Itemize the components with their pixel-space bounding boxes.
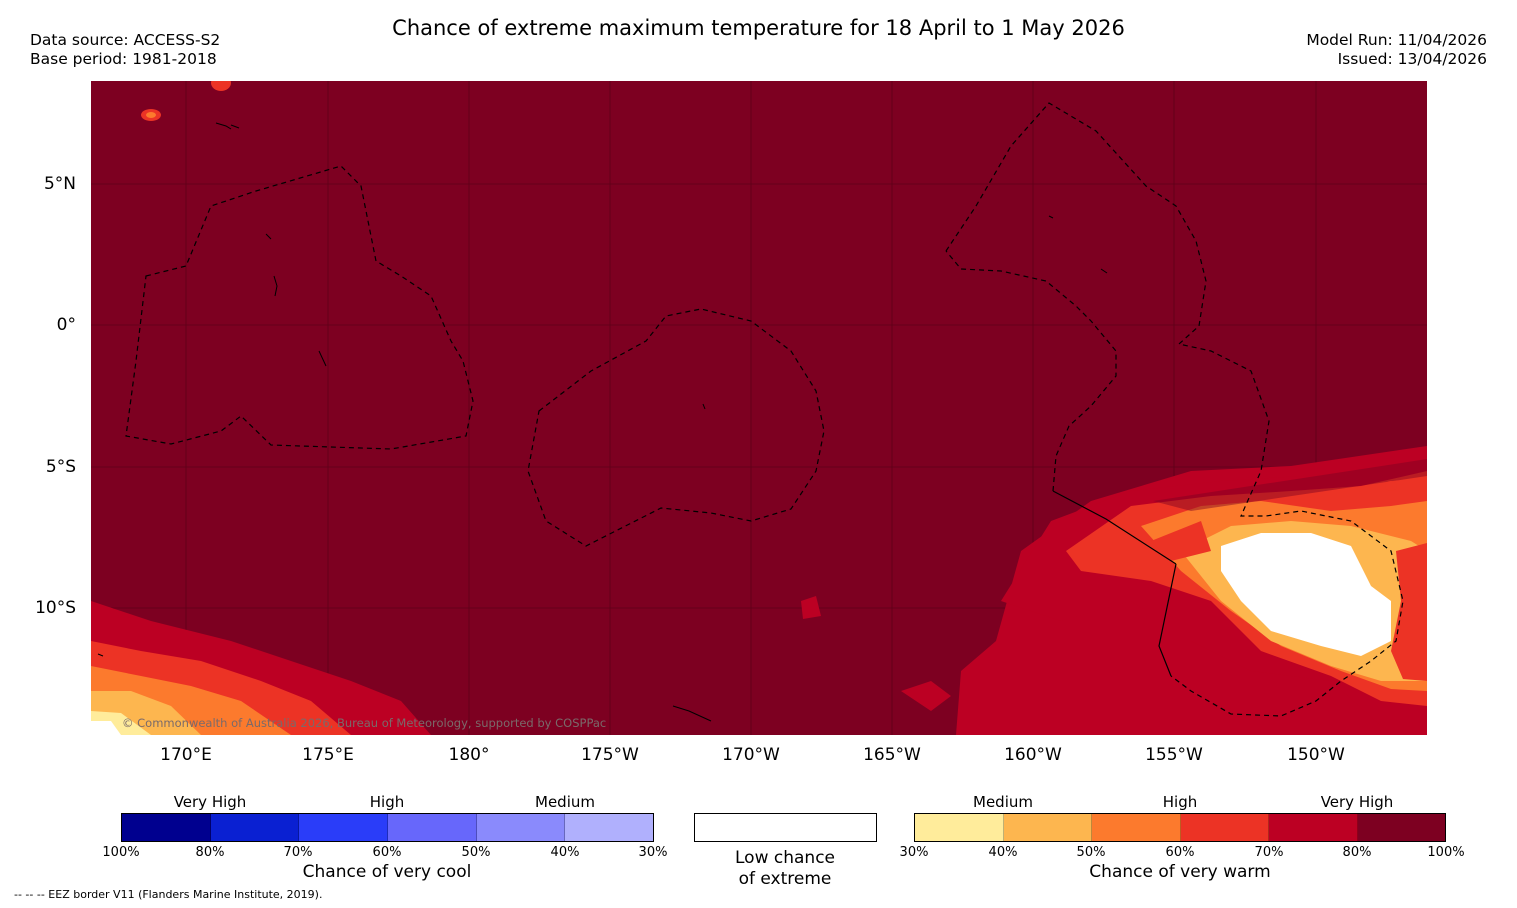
warm-category-medium: Medium — [973, 793, 1033, 811]
warm-legend-caption: Chance of very warm — [1089, 862, 1271, 882]
lat-label-5n: 5°N — [43, 174, 76, 194]
neutral-caption-line2: of extreme — [738, 869, 832, 889]
warm-swatch-6 — [1357, 814, 1445, 841]
cool-legend-caption: Chance of very cool — [302, 862, 472, 882]
cool-swatch-1 — [122, 814, 211, 841]
map-canvas — [91, 81, 1427, 735]
warm-anomaly-west — [91, 596, 951, 735]
cool-tick: 40% — [550, 845, 580, 860]
lon-label-155w: 155°W — [1145, 745, 1203, 765]
warm-tick: 50% — [1076, 845, 1106, 860]
cool-category-medium: Medium — [535, 793, 595, 811]
base-period-label: Base period: 1981-2018 — [30, 50, 217, 68]
lat-label-5s: 5°S — [45, 457, 76, 477]
warm-anomaly-east — [956, 446, 1427, 735]
warm-tick: 60% — [1165, 845, 1195, 860]
lon-label-170e: 170°E — [160, 745, 212, 765]
probability-map — [91, 81, 1427, 735]
cool-swatch-6 — [565, 814, 654, 841]
warm-category-high: High — [1162, 793, 1198, 811]
cool-category-very-high: Very High — [173, 793, 247, 811]
cool-tick: 60% — [372, 845, 402, 860]
data-source-label: Data source: ACCESS-S2 — [30, 31, 221, 49]
warm-tick: 40% — [988, 845, 1018, 860]
copyright-notice: © Commonwealth of Australia 2026, Bureau… — [122, 716, 607, 730]
model-run-label: Model Run: 11/04/2026 — [1306, 31, 1487, 49]
warm-swatch-2 — [1003, 814, 1092, 841]
map-title: Chance of extreme maximum temperature fo… — [392, 16, 1125, 40]
neutral-swatch — [694, 813, 877, 842]
cool-swatch-5 — [476, 814, 566, 841]
eez-borders — [125, 102, 1404, 717]
cool-category-high: High — [369, 793, 405, 811]
eez-footnote: -- -- -- EEZ border V11 (Flanders Marine… — [14, 888, 323, 901]
cool-tick: 80% — [195, 845, 225, 860]
warm-anomaly-north — [141, 81, 1397, 491]
warm-tick: 70% — [1254, 845, 1284, 860]
lon-label-170w: 170°W — [722, 745, 780, 765]
cool-swatch-3 — [299, 814, 389, 841]
warm-tick: 80% — [1342, 845, 1372, 860]
lat-label-0: 0° — [56, 315, 76, 335]
cool-swatch-2 — [210, 814, 300, 841]
cool-tick: 100% — [102, 845, 140, 860]
lon-label-160w: 160°W — [1004, 745, 1062, 765]
boundary-lines — [1052, 490, 1177, 677]
warm-category-very-high: Very High — [1320, 793, 1394, 811]
cool-colorbar — [121, 813, 654, 842]
cool-swatch-4 — [388, 814, 477, 841]
cool-tick: 30% — [638, 845, 668, 860]
warm-colorbar — [914, 813, 1446, 842]
lon-label-165w: 165°W — [863, 745, 921, 765]
cool-tick: 50% — [461, 845, 491, 860]
warm-tick: 30% — [899, 845, 929, 860]
lon-label-150w: 150°W — [1287, 745, 1345, 765]
warm-swatch-3 — [1092, 814, 1181, 841]
lat-label-10s: 10°S — [35, 598, 76, 618]
islands — [97, 122, 1108, 722]
neutral-caption-line1: Low chance — [735, 848, 835, 868]
neutral-swatch-fill — [695, 814, 876, 841]
warm-swatch-4 — [1180, 814, 1269, 841]
lon-label-180: 180° — [448, 745, 490, 765]
warm-swatch-5 — [1269, 814, 1358, 841]
warm-tick: 100% — [1427, 845, 1465, 860]
lon-label-175e: 175°E — [302, 745, 354, 765]
warm-swatch-1 — [915, 814, 1004, 841]
issued-label: Issued: 13/04/2026 — [1337, 50, 1487, 68]
lon-label-175w: 175°W — [581, 745, 639, 765]
cool-tick: 70% — [283, 845, 313, 860]
